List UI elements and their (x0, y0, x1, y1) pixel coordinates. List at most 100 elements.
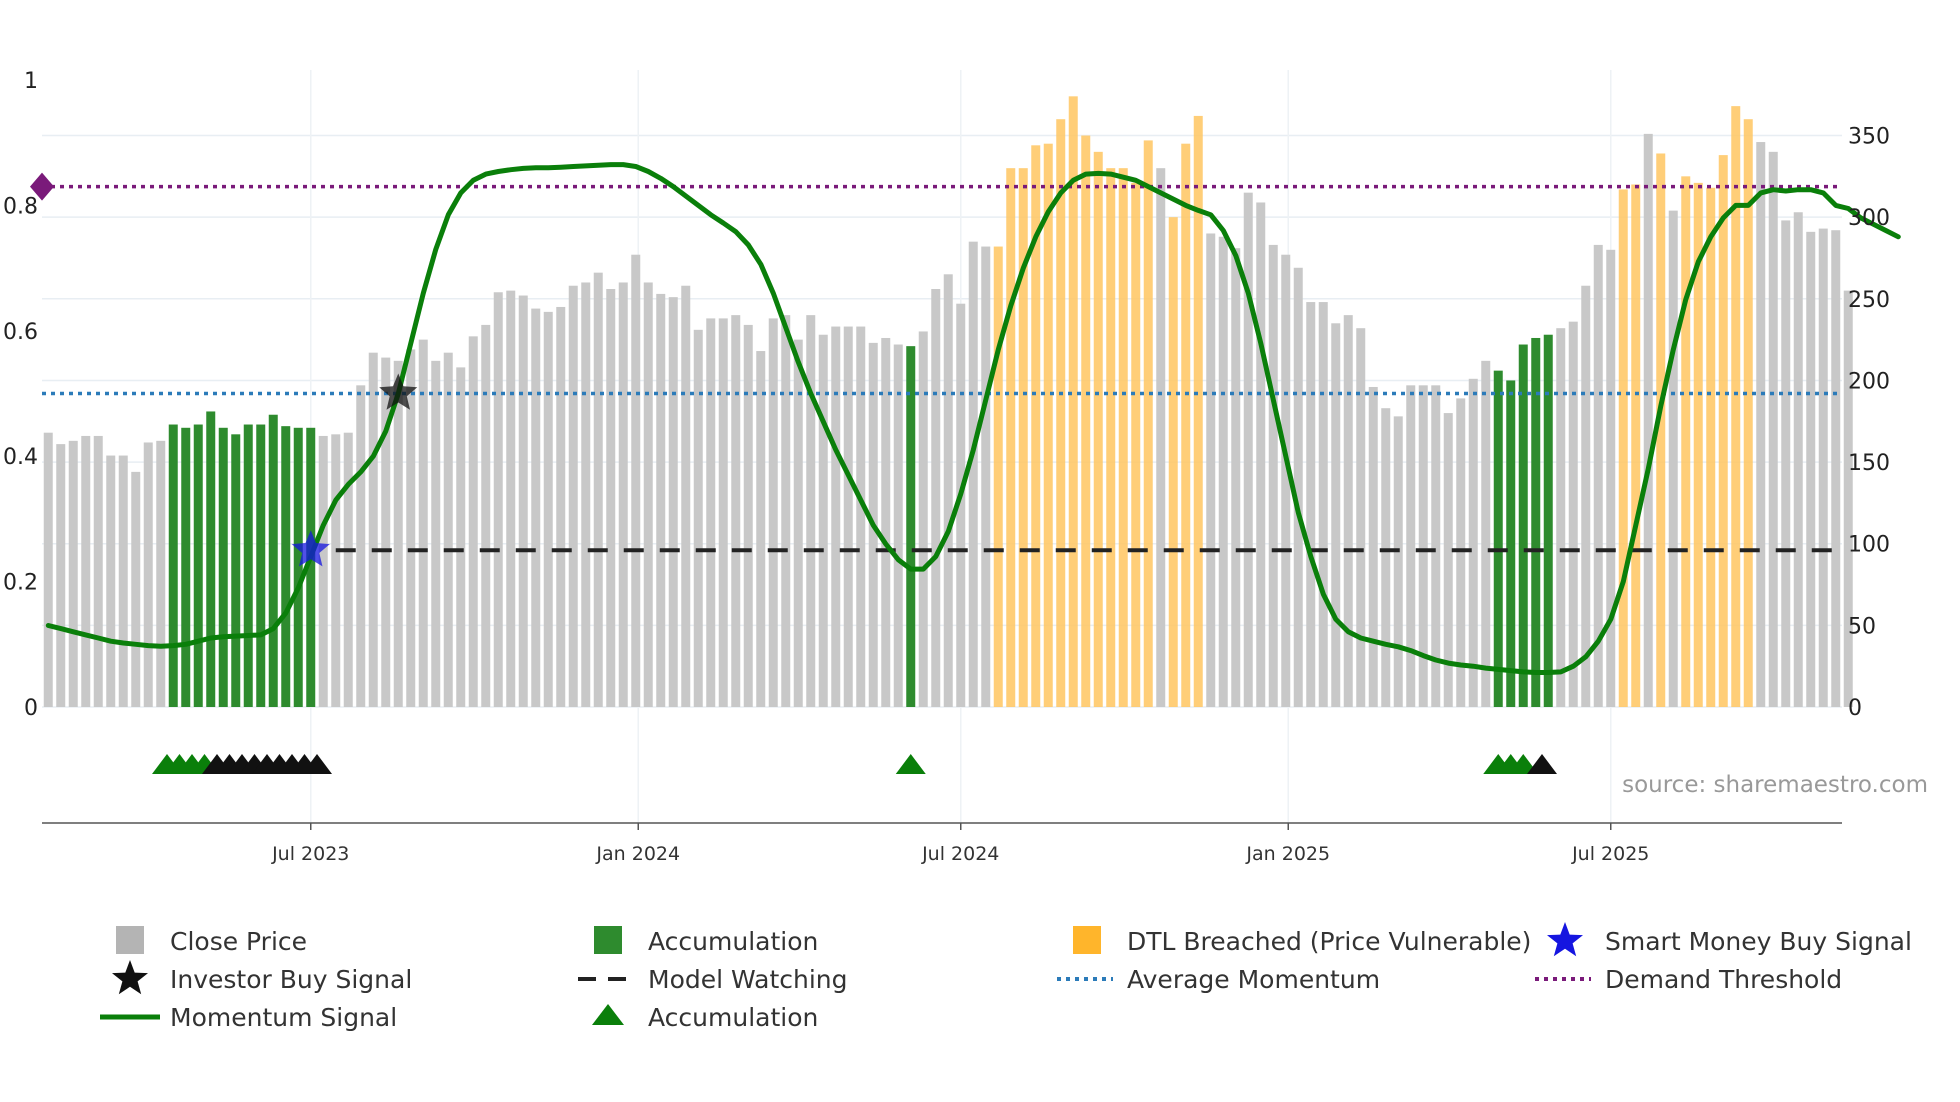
accumulation-bar (1531, 337, 1541, 707)
legend-momentum-label: Momentum Signal (170, 1003, 397, 1032)
close-price-bar (881, 337, 891, 707)
accumulation-bar (1543, 334, 1553, 707)
close-price-bar (1793, 212, 1803, 707)
close-price-bar (131, 471, 141, 708)
legend-investor-star-icon (112, 960, 148, 995)
legend-investor-buy-label: Investor Buy Signal (170, 965, 412, 994)
close-price-bar (943, 274, 953, 707)
close-price-bar (93, 435, 103, 707)
close-price-bar (1468, 378, 1478, 707)
close-price-bar (393, 360, 403, 707)
accumulation-bar (268, 414, 278, 707)
dtl-breached-bar (1081, 135, 1091, 707)
close-price-bar (343, 432, 353, 707)
close-price-bar (1481, 360, 1491, 707)
close-price-bar (493, 292, 503, 707)
dtl-breached-bar (1681, 176, 1691, 708)
close-price-bar (656, 293, 666, 707)
dtl-breached-bar (1731, 106, 1741, 708)
dtl-breached-bar (1718, 155, 1728, 708)
close-price-bar (981, 246, 991, 708)
close-price-bar (1556, 328, 1566, 707)
close-price-bar (931, 289, 941, 707)
left-axis-tick-label: 0.2 (3, 571, 38, 596)
right-axis-tick-label: 350 (1848, 125, 1890, 150)
close-price-bar (768, 318, 778, 707)
close-price-bar (1668, 210, 1678, 708)
accumulation-bar (281, 426, 291, 707)
close-price-bar (818, 334, 828, 707)
close-price-bar (156, 440, 166, 707)
investor-marker-icon (302, 754, 332, 774)
close-price-bar (856, 326, 866, 707)
dtl-breached-bar (1056, 119, 1066, 707)
close-price-bar (756, 351, 766, 707)
dtl-breached-bar (1693, 182, 1703, 707)
close-price-bar (118, 455, 128, 707)
close-price-bar (1406, 385, 1416, 707)
close-price-bar (631, 254, 641, 707)
right-axis-tick-label: 250 (1848, 288, 1890, 313)
x-tick-label: Jul 2023 (271, 843, 349, 865)
dtl-breached-bar (1043, 143, 1053, 707)
close-price-bar (1581, 285, 1591, 707)
close-price-bar (593, 272, 603, 707)
close-price-bar (1156, 168, 1166, 708)
momentum-layer (45, 162, 1901, 675)
close-price-bar (1456, 398, 1466, 707)
close-price-bar (543, 311, 553, 707)
dtl-breached-bar (1181, 143, 1191, 707)
demand-threshold-marker-icon (30, 172, 54, 201)
close-price-bar (581, 282, 591, 707)
legend-accumulation-triangle-icon (592, 1004, 624, 1025)
dtl-breached-bar (1006, 168, 1016, 708)
left-axis-tick-label: 0.6 (3, 320, 38, 345)
right-axis-tick-label: 50 (1848, 614, 1876, 639)
close-price-bar (1643, 133, 1653, 707)
accumulation-bar (1518, 344, 1528, 707)
x-tick-label: Jul 2024 (921, 843, 999, 865)
close-price-bar (731, 315, 741, 708)
accumulation-bar (1506, 380, 1516, 707)
close-price-bar (1231, 248, 1241, 707)
close-price-bar (1368, 386, 1378, 707)
dtl-breached-bar (1706, 187, 1716, 707)
accumulation-bar (218, 427, 228, 707)
close-price-bar (793, 339, 803, 707)
legend-model-watching-label: Model Watching (648, 965, 848, 994)
close-price-bar (518, 295, 528, 707)
close-price-bar (568, 285, 578, 707)
close-price-bar (1593, 244, 1603, 707)
legend: Close Price Accumulation DTL Breached (P… (100, 922, 1912, 1032)
close-price-bar (81, 435, 91, 707)
close-price-bar (1218, 236, 1228, 707)
accumulation-bar (306, 427, 316, 707)
close-price-bar (1418, 385, 1428, 707)
close-price-bar (918, 331, 928, 707)
close-price-bar (406, 349, 416, 707)
close-price-bar (381, 357, 391, 707)
legend-smart-money-label: Smart Money Buy Signal (1605, 927, 1912, 956)
close-price-bar (643, 282, 653, 707)
left-axis-tick-label: 0 (24, 696, 38, 721)
left-axis-tick-label: 1 (24, 69, 38, 94)
close-price-bar (1768, 151, 1778, 708)
accumulation-bar (243, 424, 253, 707)
close-price-bar (693, 329, 703, 707)
dtl-breached-bar (1631, 184, 1641, 707)
close-price-bar (968, 241, 978, 707)
close-price-bar (831, 326, 841, 707)
legend-dtl-breached-label: DTL Breached (Price Vulnerable) (1127, 927, 1531, 956)
x-tick-label: Jan 2025 (1245, 843, 1330, 865)
dtl-breached-bar (1743, 119, 1753, 707)
right-axis-tick-label: 200 (1848, 369, 1890, 394)
close-price-bar (1818, 228, 1828, 707)
accumulation-bar (193, 424, 203, 707)
close-price-bar (668, 297, 678, 707)
close-price-bar (618, 282, 628, 707)
close-price-bar (681, 285, 691, 707)
close-price-bar (1206, 233, 1216, 708)
accumulation-bar (906, 346, 916, 707)
dtl-breached-bar (1031, 145, 1041, 707)
close-price-bar (1281, 254, 1291, 707)
